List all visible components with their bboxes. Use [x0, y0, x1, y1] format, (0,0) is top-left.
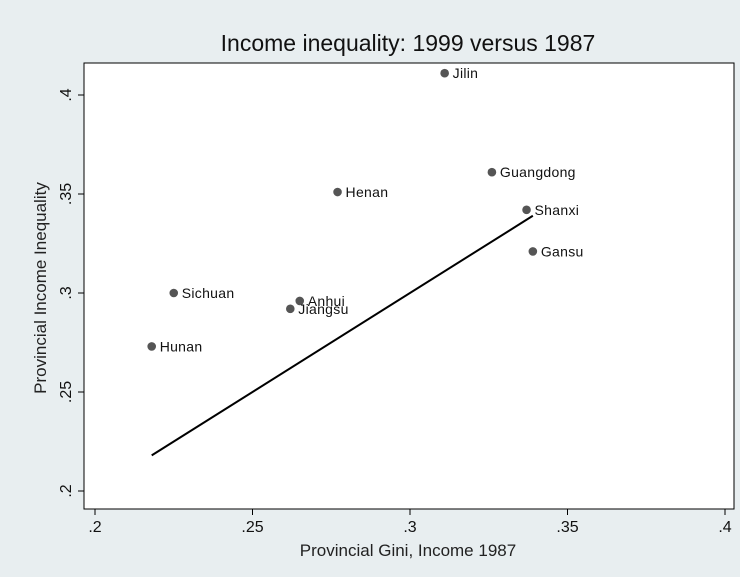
point-label: Jilin: [453, 65, 479, 81]
point-label: Shanxi: [535, 202, 580, 218]
y-axis-ticks: .2 .25 .3 .35 .4: [58, 88, 84, 498]
y-tick-label: .2: [58, 484, 75, 497]
x-tick-label: .25: [241, 519, 263, 536]
y-tick-label: .3: [58, 286, 75, 299]
point-label: Jiangsu: [298, 301, 348, 317]
x-tick-label: .35: [556, 519, 578, 536]
point-label: Henan: [346, 184, 389, 200]
data-point: [487, 167, 497, 177]
y-tick-label: .4: [58, 88, 75, 101]
point-label: Hunan: [160, 338, 203, 354]
point-label: Anhui: [308, 293, 345, 309]
chart-title: Income inequality: 1999 versus 1987: [221, 30, 596, 56]
fit-line: [151, 214, 534, 457]
point-label: Sichuan: [182, 285, 235, 301]
data-point: [295, 296, 305, 306]
data-point: [528, 247, 538, 256]
x-axis-ticks: .2 .25 .3 .35 .4: [88, 509, 732, 536]
x-axis-label: Provincial Gini, Income 1987: [300, 541, 516, 560]
data-point: [440, 68, 449, 78]
data-point: [333, 187, 342, 197]
x-tick-label: .2: [88, 519, 101, 536]
y-tick-label: .25: [58, 381, 75, 403]
y-tick-label: .35: [58, 183, 75, 205]
x-tick-label: .3: [403, 519, 416, 536]
point-label: Gansu: [541, 243, 584, 259]
data-point: [522, 205, 531, 215]
y-axis-label: Provincial Income Inequality: [31, 182, 50, 394]
x-tick-label: .4: [718, 519, 731, 536]
plot-area: [83, 62, 735, 510]
fit-line-group: [151, 214, 534, 457]
point-label: Guangdong: [500, 164, 576, 180]
data-point: [147, 342, 156, 351]
data-point: [286, 304, 295, 314]
data-points: Jilin Guangdong Henan Shanxi Gansu Sichuan Anh…: [147, 65, 583, 354]
data-point: [169, 288, 179, 298]
